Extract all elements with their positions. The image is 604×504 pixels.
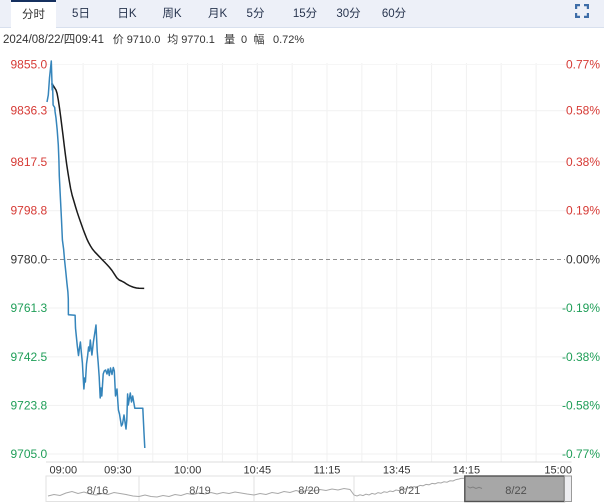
svg-text:8/19: 8/19	[189, 485, 210, 497]
svg-text:9780.0: 9780.0	[11, 252, 48, 266]
svg-text:9761.3: 9761.3	[11, 301, 48, 315]
svg-text:0.19%: 0.19%	[566, 204, 600, 218]
svg-text:-0.19%: -0.19%	[562, 301, 600, 315]
svg-text:13:45: 13:45	[383, 465, 411, 477]
svg-text:10:45: 10:45	[244, 465, 272, 477]
svg-text:0.00%: 0.00%	[566, 252, 600, 266]
svg-text:-0.77%: -0.77%	[562, 447, 600, 461]
svg-text:8/22: 8/22	[505, 485, 526, 497]
svg-text:9836.3: 9836.3	[11, 104, 48, 118]
svg-text:9723.8: 9723.8	[11, 398, 48, 412]
svg-text:09:30: 09:30	[104, 465, 132, 477]
svg-text:-0.58%: -0.58%	[562, 398, 600, 412]
svg-text:11:15: 11:15	[314, 465, 341, 477]
svg-text:15:00: 15:00	[544, 465, 572, 477]
svg-text:9817.5: 9817.5	[11, 155, 48, 169]
svg-text:9742.5: 9742.5	[11, 350, 48, 364]
svg-text:09:00: 09:00	[50, 465, 78, 477]
svg-text:9855.0: 9855.0	[11, 57, 48, 71]
svg-text:8/20: 8/20	[298, 485, 319, 497]
svg-text:-0.38%: -0.38%	[562, 350, 600, 364]
svg-text:8/21: 8/21	[399, 485, 420, 497]
svg-text:0.38%: 0.38%	[566, 155, 600, 169]
svg-text:9798.8: 9798.8	[11, 204, 48, 218]
svg-text:0.58%: 0.58%	[566, 104, 600, 118]
svg-text:10:00: 10:00	[174, 465, 202, 477]
svg-text:8/16: 8/16	[87, 485, 108, 497]
svg-text:0.77%: 0.77%	[566, 57, 600, 71]
svg-text:9705.0: 9705.0	[11, 447, 48, 461]
svg-text:14:15: 14:15	[453, 465, 481, 477]
